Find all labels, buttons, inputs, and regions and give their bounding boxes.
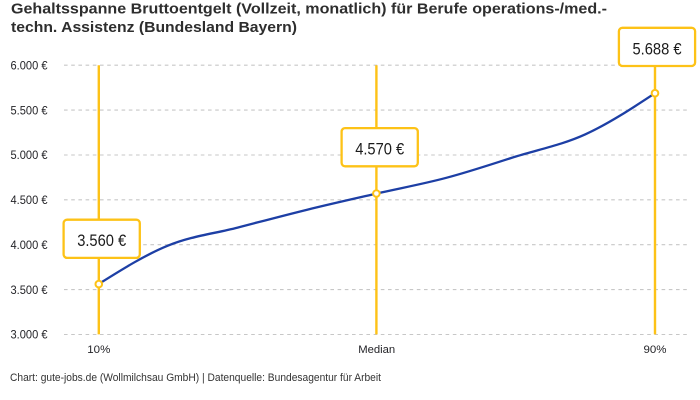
- svg-text:5.500 €: 5.500 €: [11, 103, 48, 117]
- svg-text:Chart: gute-jobs.de (Wollmilch: Chart: gute-jobs.de (Wollmilchsau GmbH) …: [10, 372, 381, 384]
- svg-text:5.688 €: 5.688 €: [633, 40, 682, 58]
- svg-text:3.560 €: 3.560 €: [77, 232, 126, 250]
- svg-text:Gehaltsspanne Bruttoentgelt (V: Gehaltsspanne Bruttoentgelt (Vollzeit, m…: [11, 1, 607, 18]
- svg-text:3.000 €: 3.000 €: [11, 328, 48, 342]
- svg-text:techn. Assistenz (Bundesland B: techn. Assistenz (Bundesland Bayern): [11, 19, 297, 36]
- svg-text:3.500 €: 3.500 €: [11, 283, 48, 297]
- svg-text:4.570 €: 4.570 €: [355, 141, 404, 159]
- svg-text:5.000 €: 5.000 €: [11, 148, 48, 162]
- svg-text:Median: Median: [358, 344, 395, 356]
- svg-text:10%: 10%: [87, 344, 110, 356]
- svg-text:4.500 €: 4.500 €: [11, 193, 48, 207]
- svg-text:6.000 €: 6.000 €: [11, 58, 48, 72]
- svg-text:4.000 €: 4.000 €: [11, 238, 48, 252]
- svg-text:90%: 90%: [644, 344, 667, 356]
